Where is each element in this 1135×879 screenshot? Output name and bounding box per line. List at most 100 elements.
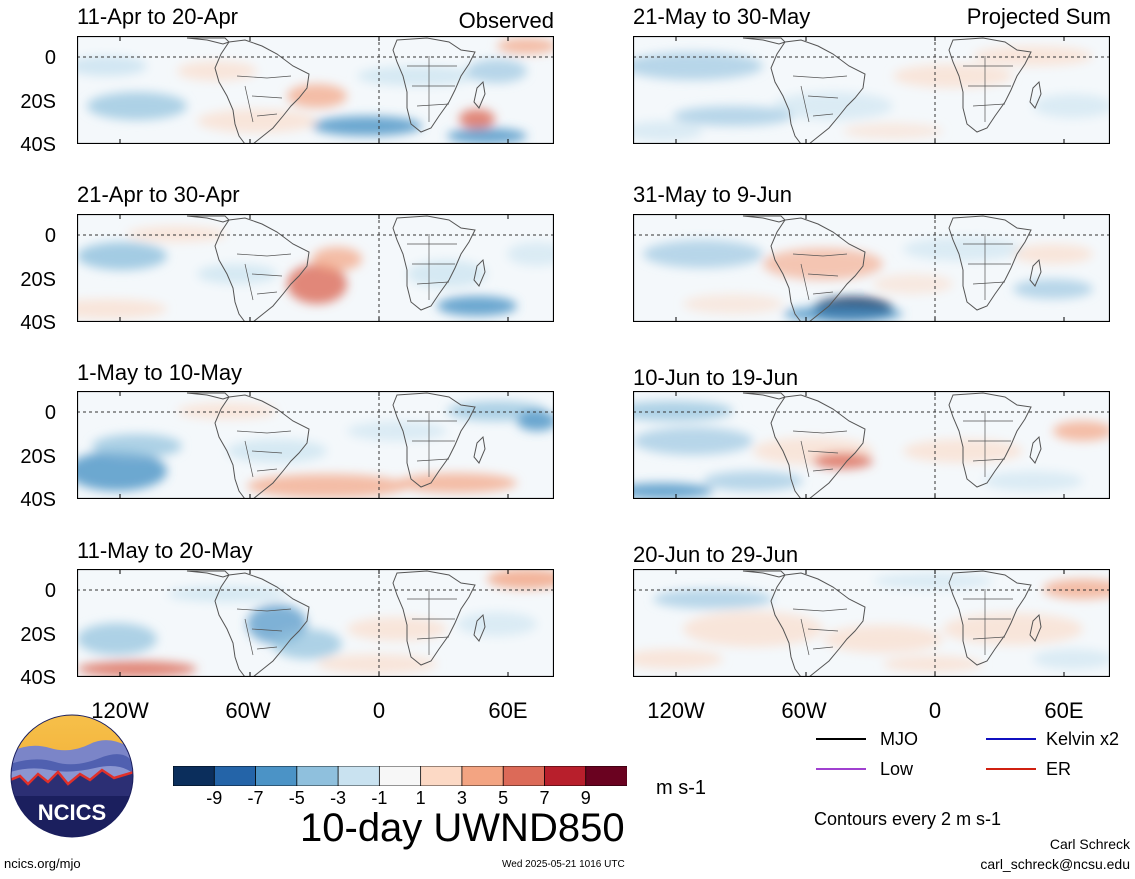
- coastline: [742, 570, 786, 578]
- country-border: [800, 440, 810, 478]
- logo-text: NCICS: [38, 800, 106, 825]
- anomaly-region: [653, 589, 773, 609]
- anomaly-region: [77, 299, 167, 319]
- anomaly-region: [1013, 244, 1093, 264]
- anomaly-region: [683, 611, 823, 647]
- left-panel-2-title: 21-Apr to 30-Apr: [77, 182, 240, 207]
- legend-label-er: ER: [1046, 759, 1072, 779]
- coastline: [214, 572, 310, 677]
- anomaly-region: [1053, 421, 1110, 441]
- colorbar-label: 9: [580, 788, 591, 808]
- y-tick-40s: 40S: [20, 667, 56, 689]
- anomaly-region: [77, 242, 167, 270]
- left-panel-4-title: 11-May to 20-May: [77, 538, 253, 563]
- country-border: [251, 273, 283, 277]
- anomaly-region: [77, 623, 157, 655]
- coastline: [214, 39, 310, 144]
- anomaly-region: [813, 453, 873, 469]
- footer-email[interactable]: carl_schreck@ncsu.edu: [980, 856, 1130, 872]
- map-panel-right-2: [633, 214, 1110, 322]
- legend-label-low: Low: [880, 759, 914, 779]
- anomaly-region: [903, 237, 1023, 261]
- x-tick-120w: 120W: [647, 698, 705, 723]
- country-border: [236, 430, 292, 434]
- ncics-logo[interactable]: NCICS: [10, 714, 134, 838]
- footer-timestamp: Wed 2025-05-21 1016 UTC: [502, 859, 625, 870]
- anomaly-region: [459, 109, 495, 129]
- country-border: [236, 253, 292, 257]
- map-frame: [77, 569, 554, 677]
- anomaly-region: [77, 661, 197, 677]
- footer-url[interactable]: ncics.org/mjo: [4, 856, 81, 871]
- map-frame: [77, 391, 554, 499]
- country-border: [416, 458, 450, 462]
- anomaly-region: [287, 264, 347, 304]
- country-border: [807, 273, 839, 277]
- y-tick-20s: 20S: [20, 269, 56, 291]
- anomaly-region: [843, 123, 943, 139]
- coastline: [1029, 613, 1042, 642]
- anomaly-region: [197, 264, 277, 284]
- country-border: [807, 628, 839, 632]
- country-border: [812, 646, 834, 650]
- country-border: [972, 281, 1006, 285]
- coastline: [392, 570, 476, 666]
- anomaly-region: [77, 451, 167, 491]
- y-tick-40s: 40S: [20, 312, 56, 334]
- anomaly-region: [407, 260, 487, 288]
- colorbar-swatch: [544, 765, 587, 787]
- anomaly-region: [633, 52, 763, 80]
- country-border: [251, 450, 283, 454]
- country-border: [792, 75, 848, 79]
- colorbar-label: -3: [330, 788, 347, 808]
- left-panel-3-title: 1-May to 10-May: [77, 360, 243, 385]
- contour-note: Contours every 2 m s-1: [814, 809, 1002, 829]
- colorbar-swatch: [337, 765, 381, 787]
- anomaly-region: [883, 656, 983, 672]
- map-panel-left-4: [77, 569, 554, 677]
- anomaly-region: [517, 411, 554, 431]
- country-border: [807, 450, 839, 454]
- right-panel-1-title: 21-May to 30-May: [633, 4, 811, 29]
- coastline: [948, 570, 1032, 666]
- right-panel-2-title: 31-May to 9-Jun: [633, 182, 792, 207]
- map-panel-right-4: [633, 569, 1110, 677]
- anomaly-region: [77, 56, 147, 76]
- right-panel-3-title: 10-Jun to 19-Jun: [633, 365, 799, 390]
- footer-author: Carl Schreck: [1049, 836, 1130, 852]
- projected-sum-heading: Projected Sum: [966, 4, 1111, 29]
- country-border: [256, 291, 278, 295]
- country-border: [236, 75, 292, 79]
- anomaly-region: [633, 401, 733, 421]
- y-tick-0: 0: [44, 47, 56, 69]
- coastline: [186, 215, 230, 223]
- x-tick-60w: 60W: [781, 698, 827, 723]
- country-border: [244, 263, 254, 301]
- colorbar-swatch: [296, 765, 339, 787]
- colorbar-swatch: [378, 765, 422, 787]
- colorbar-swatch: [420, 765, 463, 787]
- country-border: [792, 430, 848, 434]
- chart-title: 10-day UWND850: [300, 806, 625, 850]
- anomaly-region: [1033, 649, 1110, 669]
- country-border: [800, 618, 810, 656]
- colorbar-label: 5: [498, 788, 509, 808]
- colorbar-label: -7: [247, 788, 264, 808]
- colorbar-label: -9: [206, 788, 223, 808]
- coastline: [948, 37, 1032, 133]
- colorbar-swatch: [213, 765, 257, 787]
- coastline: [742, 37, 786, 45]
- map-frame: [633, 569, 1110, 677]
- coastline: [948, 215, 1032, 311]
- anomaly-region: [197, 109, 317, 133]
- colorbar-label: 1: [415, 788, 426, 808]
- coastline: [742, 392, 786, 400]
- country-border: [236, 608, 292, 612]
- anomaly-region: [457, 612, 537, 636]
- coastline: [186, 570, 230, 578]
- map-panel-left-2: [77, 214, 554, 322]
- anomaly-region: [703, 471, 803, 491]
- y-tick-40s: 40S: [20, 134, 56, 156]
- anomaly-region: [227, 439, 327, 463]
- anomaly-region: [347, 421, 447, 441]
